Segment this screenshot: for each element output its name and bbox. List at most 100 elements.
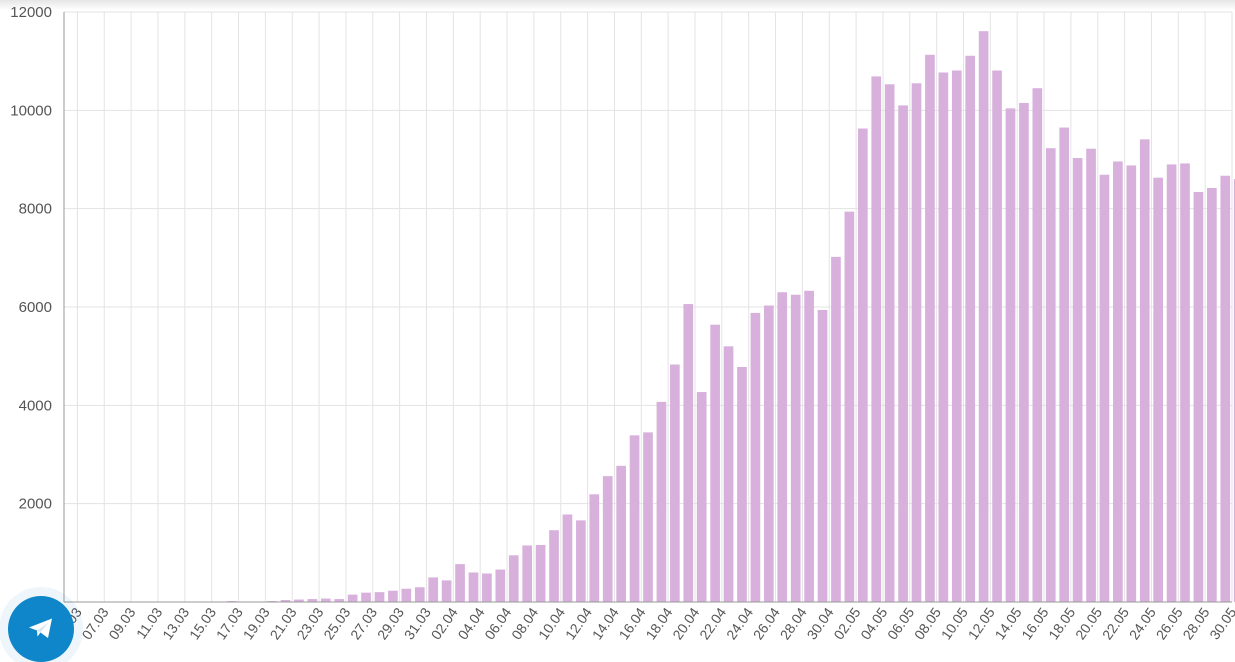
bar [670, 365, 680, 602]
bar [576, 520, 586, 602]
bar [697, 392, 707, 602]
bar [616, 466, 626, 602]
x-tick-label: 08.04 [508, 604, 541, 642]
x-tick-label: 12.05 [965, 604, 998, 642]
bar [495, 570, 505, 602]
x-tick-label: 14.04 [589, 604, 622, 642]
x-tick-label: 09.03 [105, 604, 138, 642]
bar [831, 257, 841, 602]
telegram-icon [25, 612, 57, 644]
bar [1073, 158, 1083, 602]
x-tick-label: 14.05 [991, 604, 1024, 642]
bar [657, 402, 667, 602]
bar [751, 313, 761, 602]
x-tick-label: 16.05 [1018, 604, 1051, 642]
bar [683, 304, 693, 602]
x-tick-label: 27.03 [347, 604, 380, 642]
bar [1019, 103, 1029, 602]
bar [1046, 148, 1056, 602]
bar [402, 589, 412, 602]
y-tick-label: 4000 [19, 397, 52, 414]
bar [858, 129, 868, 602]
bar [871, 76, 881, 602]
bar [321, 599, 331, 602]
bar [415, 587, 425, 602]
bar [804, 291, 814, 602]
bar [482, 573, 492, 602]
bar [455, 564, 465, 602]
bar [939, 72, 949, 602]
x-tick-label: 08.05 [911, 604, 944, 642]
bar [925, 55, 935, 602]
bar [442, 580, 452, 602]
bar [1059, 128, 1069, 602]
x-tick-label: 11.03 [133, 604, 166, 641]
bar [845, 212, 855, 602]
bar [630, 435, 640, 602]
bar [428, 577, 438, 602]
x-tick-label: 21.03 [266, 604, 299, 642]
y-tick-label: 6000 [19, 299, 52, 316]
y-tick-labels: 020004000600080001000012000 [10, 4, 52, 611]
x-tick-label: 22.04 [696, 604, 729, 642]
bar [992, 71, 1002, 602]
x-tick-label: 02.05 [830, 604, 863, 642]
bar [710, 325, 720, 602]
x-tick-label: 31.03 [401, 604, 434, 642]
bar [643, 432, 653, 602]
bar [737, 367, 747, 602]
bar [1033, 88, 1043, 602]
x-tick-label: 30.04 [803, 604, 836, 642]
bar [1086, 149, 1096, 602]
bar [1113, 161, 1123, 602]
x-tick-label: 30.05 [1206, 604, 1235, 642]
bar [818, 310, 828, 602]
bar [724, 346, 734, 602]
bar [1180, 163, 1190, 602]
bar [1167, 164, 1177, 602]
x-tick-label: 06.04 [481, 604, 514, 642]
bar [1153, 178, 1163, 602]
bar [348, 595, 358, 602]
x-tick-label: 23.03 [293, 604, 326, 642]
x-tick-label: 24.04 [723, 604, 756, 642]
x-tick-label: 25.03 [320, 604, 353, 642]
bar [1140, 139, 1150, 602]
x-tick-label: 28.04 [777, 604, 810, 642]
bar [777, 292, 787, 602]
y-tick-label: 2000 [19, 496, 52, 513]
bar [1220, 176, 1230, 602]
bar [885, 84, 895, 602]
y-tick-label: 12000 [10, 4, 52, 21]
bar [764, 306, 774, 602]
x-tick-label: 16.04 [616, 604, 649, 642]
bar [898, 105, 908, 602]
x-tick-label: 12.04 [562, 604, 595, 642]
x-tick-label: 28.05 [1179, 604, 1212, 642]
y-tick-label: 10000 [10, 102, 52, 119]
x-tick-label: 15.03 [186, 604, 219, 642]
bar [1006, 108, 1016, 602]
bars [227, 31, 1235, 602]
x-tick-label: 26.04 [750, 604, 783, 642]
x-tick-label: 19.03 [240, 604, 273, 642]
telegram-share-button[interactable] [8, 596, 74, 662]
y-tick-label: 8000 [19, 201, 52, 218]
bar [603, 476, 613, 602]
bar [952, 71, 962, 602]
bar [549, 530, 559, 602]
x-tick-label: 26.05 [1153, 604, 1186, 642]
bar [563, 514, 573, 602]
x-tick-label: 18.04 [642, 604, 675, 642]
x-tick-label: 17.03 [213, 604, 246, 642]
x-tick-label: 06.05 [884, 604, 917, 642]
bar [375, 592, 385, 602]
x-tick-labels: 05.0307.0309.0311.0313.0315.0317.0319.03… [52, 604, 1235, 642]
bar [1100, 175, 1110, 602]
x-tick-label: 22.05 [1099, 604, 1132, 642]
bar [979, 31, 989, 602]
x-tick-label: 20.05 [1072, 604, 1105, 642]
bar [1194, 192, 1204, 602]
x-tick-label: 13.03 [159, 604, 192, 642]
